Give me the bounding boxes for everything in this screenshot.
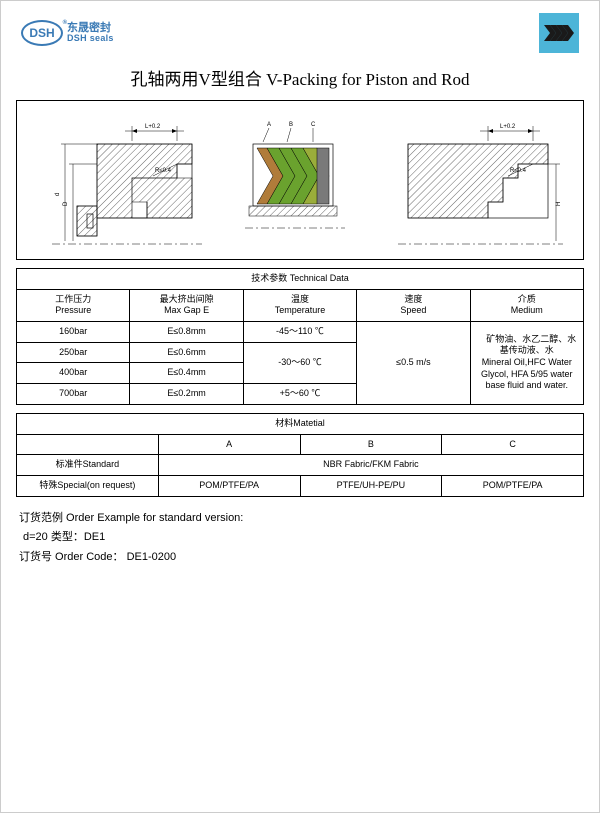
order-example: 订货范例 Order Example for standard version:… [19,509,581,568]
svg-text:D: D [63,201,69,206]
hdr-temp: 温度 Temperature [243,289,356,321]
tech-section-title: 技术参数 Technical Data [17,269,584,290]
order-line1: 订货范例 Order Example for standard version: [19,509,581,529]
material-row1-val: NBR Fabric/FKM Fabric [158,455,583,476]
label-a: A [267,122,271,128]
material-row1-label: 标准件Standard [17,455,159,476]
svg-text:L+0.2: L+0.2 [500,124,516,130]
material-col-c: C [442,434,584,455]
logo: DSH ® 东晟密封 DSH seals [21,20,114,46]
technical-data-table: 技术参数 Technical Data 工作压力 Pressure 最大挤出间隙… [16,268,584,405]
diagram-frame: L+0.2 R≤0.4 d D A B C [16,100,584,260]
diagram-right: L+0.2 R≤0.4 H [388,106,563,254]
material-table: 材料Matetial A B C 标准件Standard NBR Fabric/… [16,413,584,497]
cell-g2: E≤0.4mm [130,363,243,384]
hdr-speed: 速度 Speed [357,289,470,321]
material-row2-c: POM/PTFE/PA [442,475,584,496]
label-c: C [311,122,316,128]
cell-t0: -45～110 ℃ [243,322,356,343]
logo-en: DSH seals [67,34,114,43]
hdr-gap: 最大挤出间隙 Max Gap E [130,289,243,321]
product-icon [539,13,579,53]
material-col-a: A [158,434,300,455]
header: DSH ® 东晟密封 DSH seals [1,1,599,61]
cell-t1: -30～60 ℃ [243,342,356,383]
cell-p2: 400bar [17,363,130,384]
svg-text:d: d [55,193,61,196]
material-row2-label: 特殊Special(on request) [17,475,159,496]
cell-p1: 250bar [17,342,130,363]
cell-g1: E≤0.6mm [130,342,243,363]
order-line2: d=20 类型：DE1 [19,528,581,548]
cell-p0: 160bar [17,322,130,343]
hdr-pressure: 工作压力 Pressure [17,289,130,321]
dim-l: L+0.2 [145,124,161,130]
hdr-medium: 介质 Medium [470,289,583,321]
material-blank [17,434,159,455]
cell-g0: E≤0.8mm [130,322,243,343]
page-title: 孔轴两用V型组合 V-Packing for Piston and Rod [1,61,599,100]
label-b: B [289,122,293,128]
svg-text:H: H [556,202,562,206]
logo-abbr: DSH [29,26,54,40]
diagram-center: A B C [245,106,355,254]
cell-g3: E≤0.2mm [130,384,243,405]
material-section-title: 材料Matetial [17,413,584,434]
cell-p3: 700bar [17,384,130,405]
logo-reg: ® [63,20,67,26]
logo-badge: DSH ® [21,20,63,46]
svg-text:R≤0.4: R≤0.4 [510,168,527,174]
dim-r: R≤0.4 [155,168,172,174]
order-line3: 订货号 Order Code： DE1-0200 [19,548,581,568]
logo-text: 东晟密封 DSH seals [67,23,114,43]
cell-medium: 矿物油、水乙二醇、水基传动液、水 Mineral Oil,HFC Water G… [470,322,583,405]
cell-t3: +5～60 ℃ [243,384,356,405]
material-row2-b: PTFE/UH-PE/PU [300,475,442,496]
cell-speed: ≤0.5 m/s [357,322,470,405]
diagram-left: L+0.2 R≤0.4 d D [37,106,212,254]
material-col-b: B [300,434,442,455]
material-row2-a: POM/PTFE/PA [158,475,300,496]
